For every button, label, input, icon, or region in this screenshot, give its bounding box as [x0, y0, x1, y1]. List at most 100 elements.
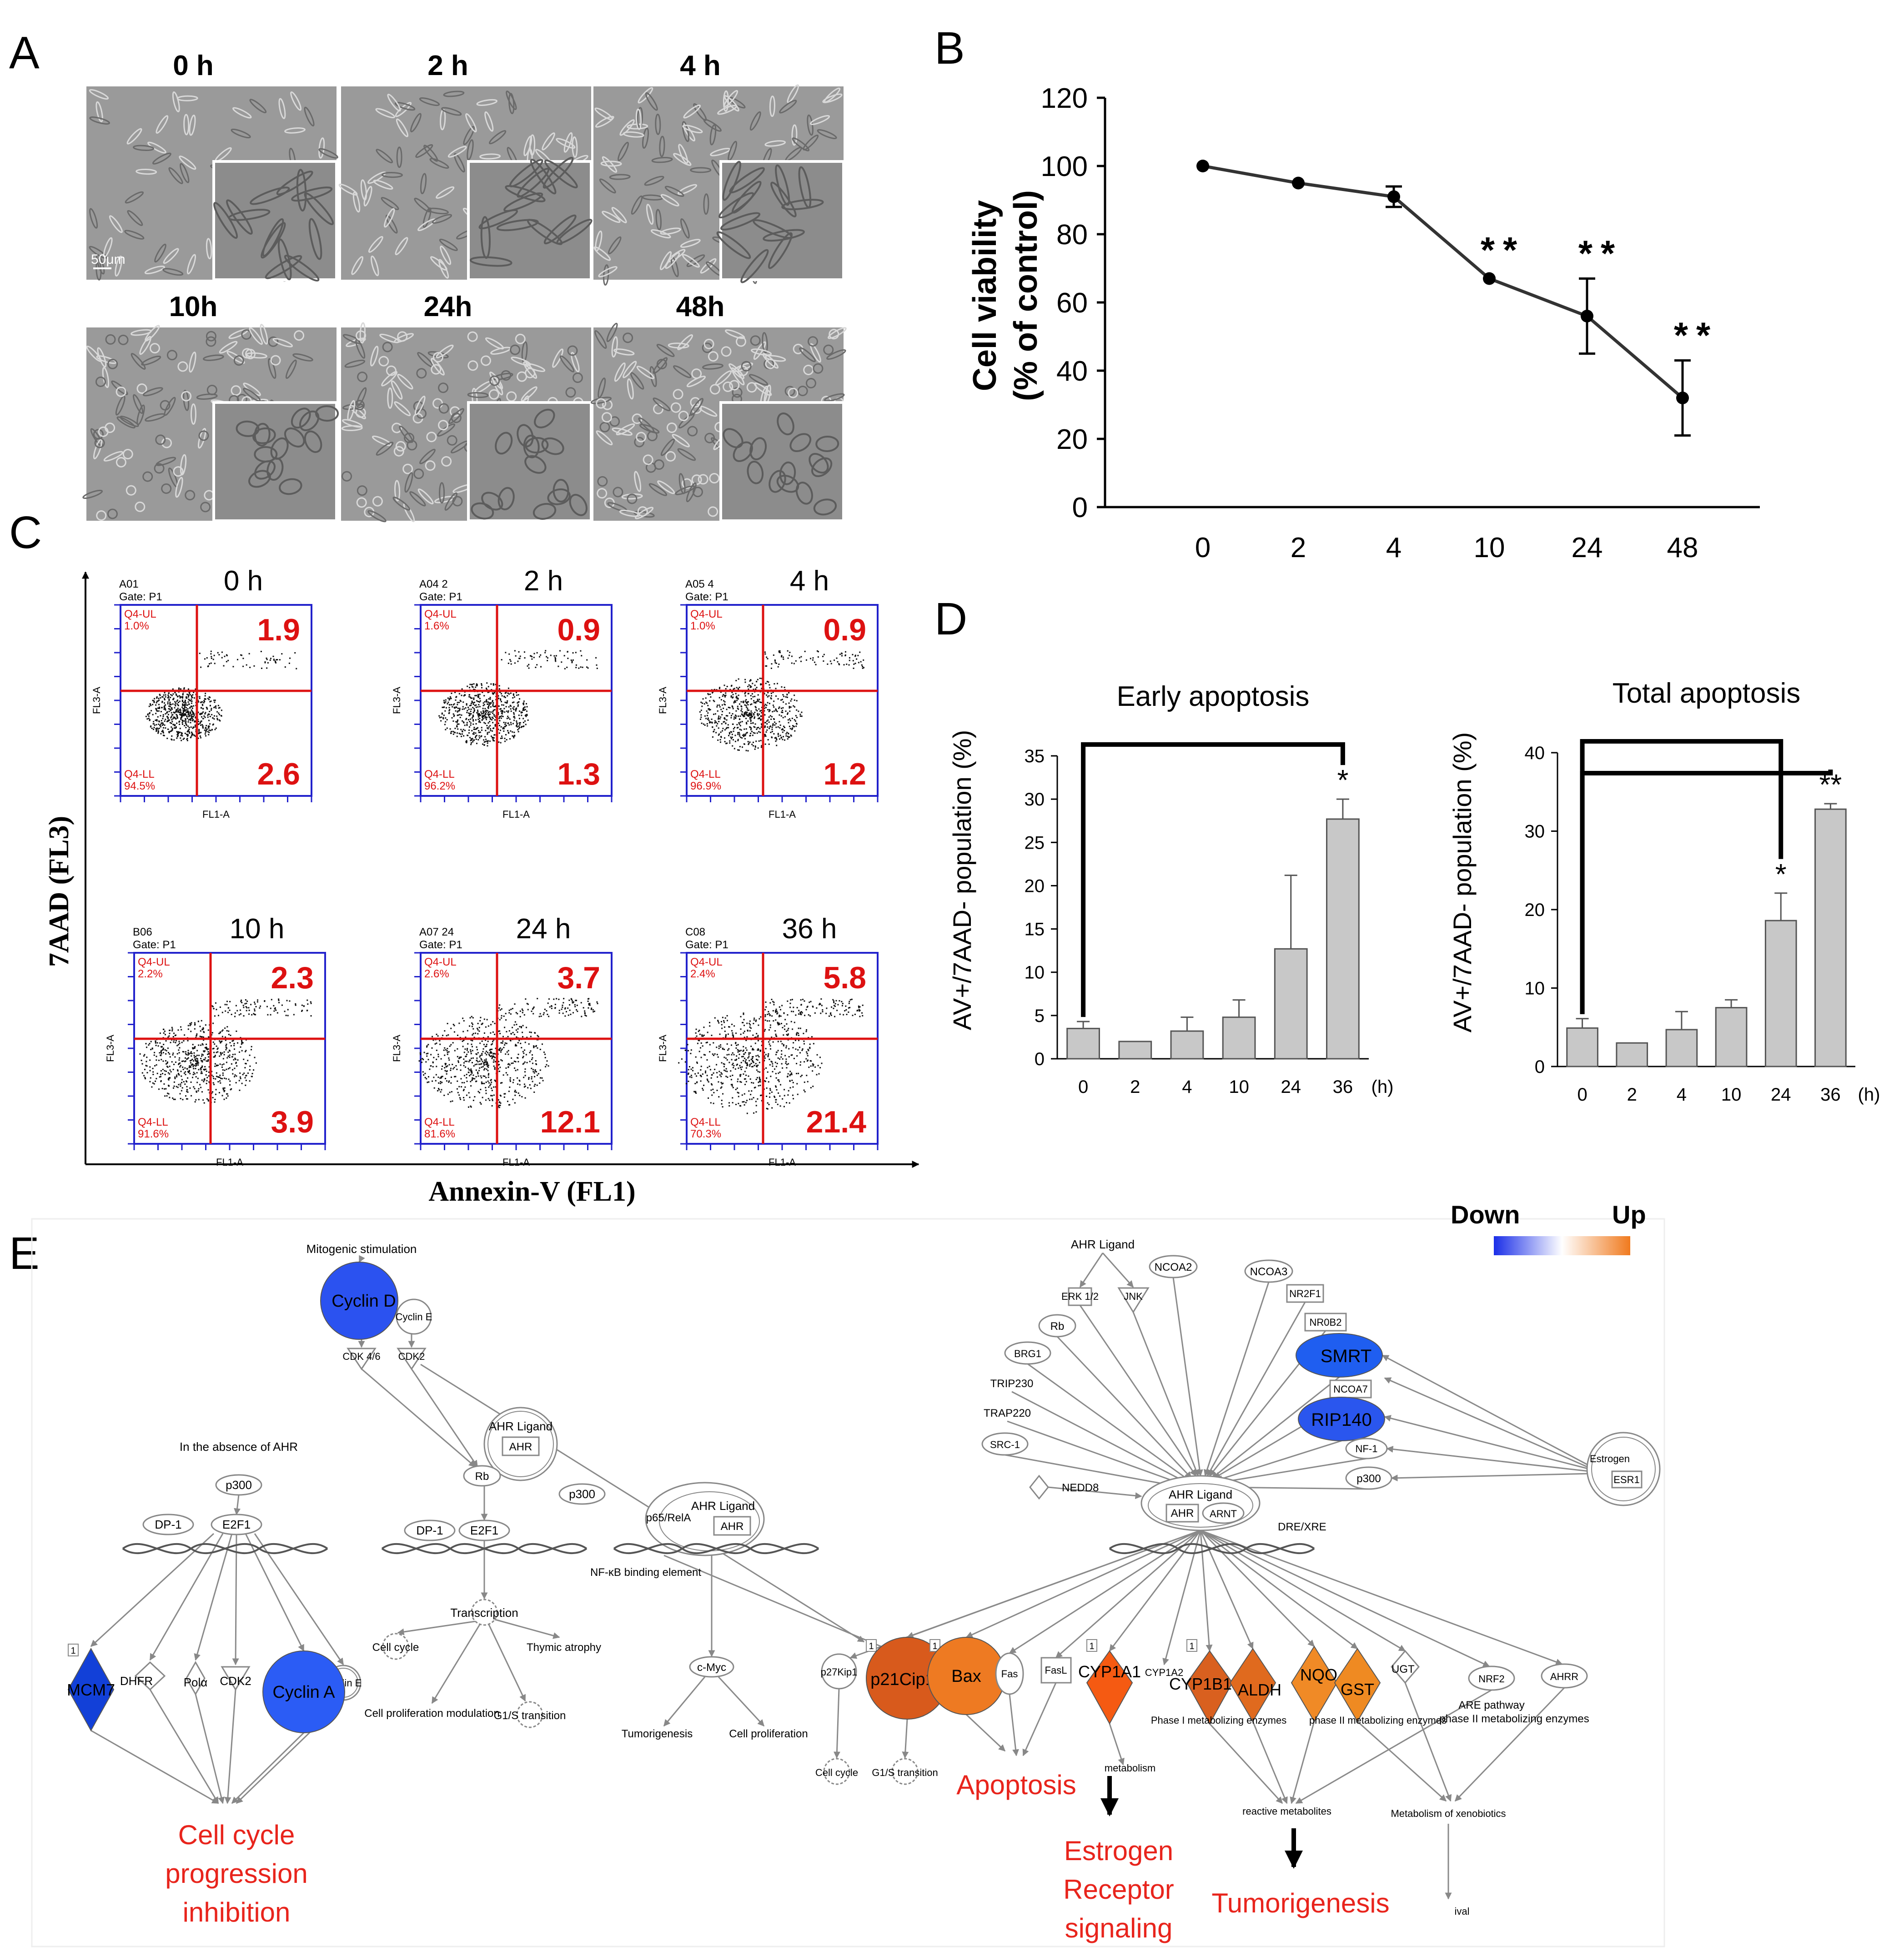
flow-event: [843, 664, 845, 666]
flow-event: [174, 692, 176, 694]
flow-event: [171, 1026, 173, 1028]
flow-event: [726, 742, 728, 744]
flow-event: [446, 727, 448, 729]
flow-event: [172, 1097, 174, 1099]
cell-shape: [414, 197, 431, 213]
flow-event: [711, 718, 713, 720]
flow-event: [470, 713, 472, 715]
flow-event: [523, 1014, 525, 1016]
flow-event: [747, 714, 749, 716]
flow-event: [744, 700, 746, 702]
flow-event: [735, 717, 737, 719]
flow-event: [463, 695, 465, 697]
flow-event: [195, 1059, 196, 1061]
flow-event: [530, 1031, 532, 1033]
flow-event: [471, 697, 473, 699]
flow-event: [501, 1049, 502, 1051]
flow-event: [200, 732, 202, 734]
flow-event: [514, 1091, 516, 1093]
flow-event: [139, 1053, 141, 1055]
flow-event: [737, 707, 738, 709]
flow-event: [202, 725, 204, 727]
cell-shape: [375, 108, 396, 119]
cell-shape: [447, 435, 457, 446]
flow-event: [514, 717, 516, 719]
flow-event: [472, 1074, 474, 1076]
flow-event: [177, 1069, 179, 1071]
flow-event: [757, 1040, 759, 1041]
flow-event: [537, 1047, 538, 1049]
flow-event: [767, 1102, 769, 1104]
flow-event: [546, 1060, 548, 1062]
flow-event: [738, 735, 740, 737]
flow-event: [216, 1072, 217, 1074]
flow-event: [254, 1001, 256, 1003]
flow-time-label: 10 h: [230, 913, 285, 945]
flow-event: [583, 1007, 584, 1009]
flow-time-label: 24 h: [516, 913, 571, 945]
flow-event: [492, 1061, 494, 1063]
flow-event: [716, 1090, 718, 1092]
flow-event: [174, 727, 176, 729]
cell-shape: [602, 211, 621, 223]
flow-event: [699, 711, 701, 713]
flow-event: [195, 1099, 197, 1101]
flow-event: [141, 1060, 142, 1062]
cell-shape: [266, 457, 284, 481]
flow-event: [200, 1030, 201, 1032]
flow-event: [779, 724, 781, 726]
flow-event: [241, 1001, 243, 1003]
flow-event: [688, 1050, 689, 1051]
flow-event: [161, 1053, 162, 1055]
flow-event: [517, 731, 519, 733]
cell-shape: [660, 194, 679, 206]
cell-shape: [163, 248, 179, 264]
flow-event: [751, 712, 753, 714]
flow-event: [181, 1082, 183, 1083]
flow-event: [266, 659, 268, 660]
flow-event: [217, 1051, 219, 1053]
flow-event: [733, 730, 734, 732]
flow-event: [194, 726, 196, 728]
flow-event: [185, 723, 187, 725]
cell-shape: [813, 498, 837, 516]
flow-event: [757, 715, 759, 717]
cell-shape: [665, 252, 680, 269]
cell-shape: [746, 382, 757, 393]
flow-event: [174, 1076, 176, 1078]
flow-event: [215, 707, 217, 709]
cell-shape: [644, 176, 664, 186]
flow-event: [523, 707, 525, 709]
flow-event: [225, 1036, 226, 1038]
flow-event: [829, 660, 831, 662]
flow-event: [510, 705, 512, 707]
flow-event: [740, 729, 742, 731]
flow-event: [150, 1041, 152, 1042]
flow-event: [167, 1078, 169, 1080]
flow-event: [239, 1072, 241, 1074]
flow-event: [479, 700, 481, 702]
flow-event: [738, 715, 739, 717]
flow-event: [506, 710, 507, 712]
flow-event: [787, 713, 789, 715]
flow-event: [494, 1022, 496, 1024]
flow-event: [193, 1055, 195, 1056]
cell-shape: [792, 137, 810, 151]
flow-event: [738, 694, 739, 696]
flow-event: [746, 1112, 748, 1114]
flow-event: [444, 1067, 446, 1069]
b-y-tick-label: 40: [1056, 356, 1088, 387]
cell-shape: [793, 343, 804, 354]
flow-event: [179, 1066, 181, 1068]
flow-event: [512, 1031, 514, 1033]
cell-shape: [777, 412, 794, 436]
flow-event: [445, 729, 447, 730]
flow-event: [219, 1074, 221, 1076]
flow-event: [470, 703, 472, 704]
flow-event: [472, 1033, 474, 1035]
flow-event: [749, 741, 751, 743]
flow-event: [745, 1059, 747, 1061]
cell-shape: [542, 132, 555, 151]
cell-shape: [489, 371, 503, 390]
flow-event: [757, 714, 759, 715]
